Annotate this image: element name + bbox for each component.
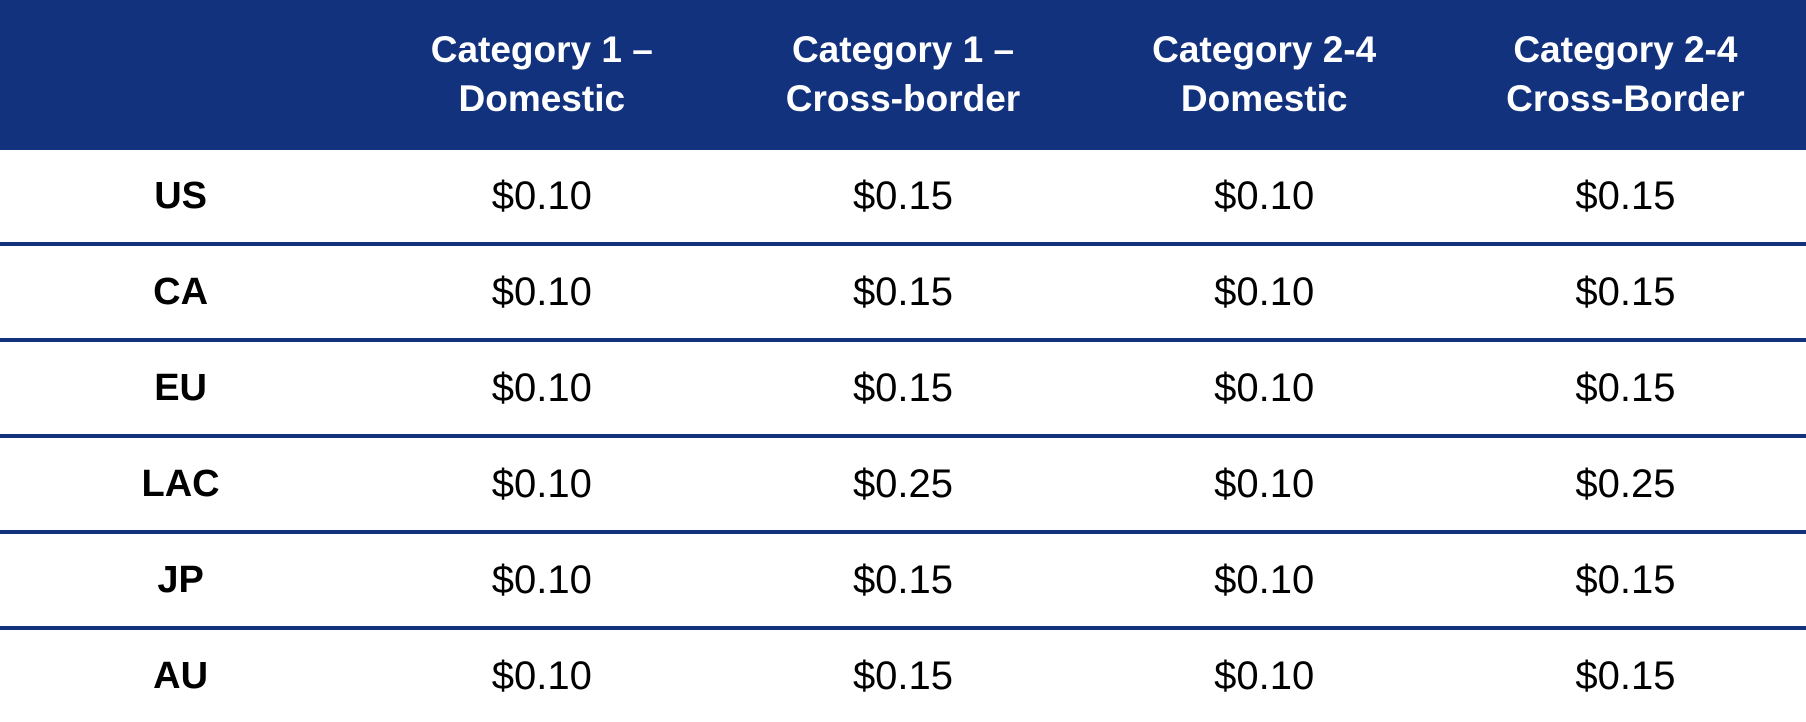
price-cell: $0.10 <box>491 461 592 506</box>
table-row-eu: EU $0.10 $0.15 $0.10 $0.15 <box>0 342 1806 438</box>
table-header-row: Category 1 – Domestic Category 1 – Cross… <box>0 0 1806 150</box>
header-cell-category1-crossborder: Category 1 – Cross-border <box>785 29 1021 119</box>
table-row-au: AU $0.10 $0.15 $0.10 $0.15 <box>0 630 1806 722</box>
price-cell: $0.10 <box>491 653 592 698</box>
price-cell: $0.25 <box>1575 461 1676 506</box>
price-cell: $0.10 <box>1214 557 1315 602</box>
table-row-us: US $0.10 $0.15 $0.10 $0.15 <box>0 150 1806 246</box>
price-cell: $0.10 <box>1214 173 1315 218</box>
price-cell: $0.15 <box>852 173 954 218</box>
price-cell: $0.10 <box>1214 365 1315 410</box>
price-cell: $0.25 <box>852 461 954 506</box>
price-cell: $0.10 <box>1214 461 1315 506</box>
price-cell: $0.10 <box>1214 653 1315 698</box>
price-cell: $0.15 <box>852 365 954 410</box>
price-cell: $0.10 <box>491 365 592 410</box>
price-cell: $0.10 <box>491 557 592 602</box>
price-cell: $0.15 <box>1575 557 1676 602</box>
row-label: AU <box>153 654 209 697</box>
price-cell: $0.15 <box>1575 269 1676 314</box>
price-cell: $0.10 <box>491 269 592 314</box>
row-label: EU <box>154 366 207 409</box>
price-cell: $0.15 <box>1575 365 1676 410</box>
row-label: US <box>154 174 207 217</box>
price-cell: $0.15 <box>852 269 954 314</box>
price-cell: $0.15 <box>1575 653 1676 698</box>
row-label: CA <box>153 270 209 313</box>
header-cell-category24-crossborder: Category 2-4 Cross-Border <box>1506 29 1745 119</box>
price-cell: $0.15 <box>852 653 954 698</box>
header-cell-category24-domestic: Category 2-4 Domestic <box>1152 29 1377 119</box>
table-row-lac: LAC $0.10 $0.25 $0.10 $0.25 <box>0 438 1806 534</box>
price-cell: $0.15 <box>852 557 954 602</box>
table-row-jp: JP $0.10 $0.15 $0.10 $0.15 <box>0 534 1806 630</box>
table-row-ca: CA $0.10 $0.15 $0.10 $0.15 <box>0 246 1806 342</box>
header-cell-category1-domestic: Category 1 – Domestic <box>430 29 653 119</box>
price-cell: $0.10 <box>491 173 592 218</box>
row-label: LAC <box>141 462 220 505</box>
row-label: JP <box>157 558 204 601</box>
price-cell: $0.10 <box>1214 269 1315 314</box>
price-cell: $0.15 <box>1575 173 1676 218</box>
